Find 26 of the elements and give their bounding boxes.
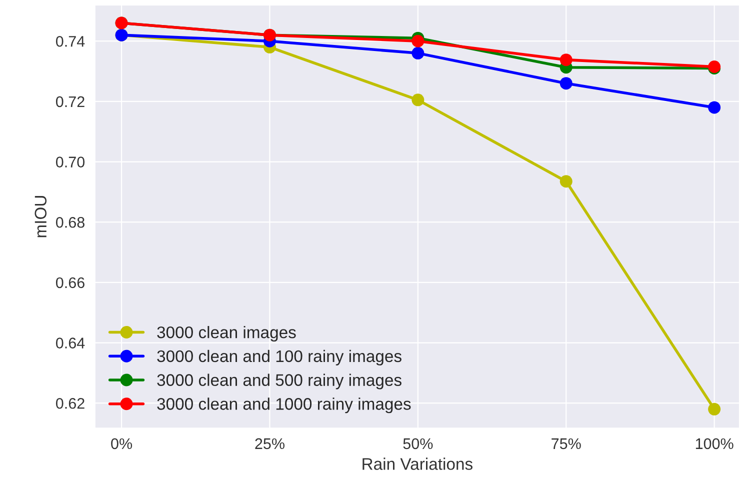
point (412, 46, 424, 60)
y-tick-label: 0.64 (56, 338, 85, 348)
x-tick-label: 100% (696, 438, 734, 450)
y-tick-label: 0.68 (56, 216, 84, 228)
y-axis-title: mIOU (34, 196, 47, 238)
y-tick-label: 0.66 (56, 277, 84, 288)
legend-label: 3000 clean and 100 rainy images (157, 350, 402, 366)
legend-label: 3000 clean images (157, 326, 296, 342)
y-tick-label: 0.62 (56, 398, 84, 409)
point (708, 402, 721, 416)
x-tick-label: 25% (255, 438, 284, 450)
point (560, 77, 572, 90)
y-tick-label: 0.72 (56, 96, 84, 108)
legend-label: 3000 clean and 1000 rainy images (157, 398, 411, 414)
x-tick-label: 75% (552, 438, 581, 450)
x-tick-label: 50% (403, 438, 433, 450)
point (412, 94, 424, 106)
y-tick-label: 0.70 (56, 156, 85, 168)
point (560, 175, 572, 188)
x-tick-label: 0% (111, 438, 132, 450)
legend-label: 3000 clean and 500 rainy images (157, 374, 402, 390)
point (708, 101, 721, 114)
y-tick-label: 0.74 (56, 36, 85, 47)
point (560, 54, 572, 66)
x-axis-title: Rain Variations (362, 458, 472, 470)
point (412, 34, 424, 48)
